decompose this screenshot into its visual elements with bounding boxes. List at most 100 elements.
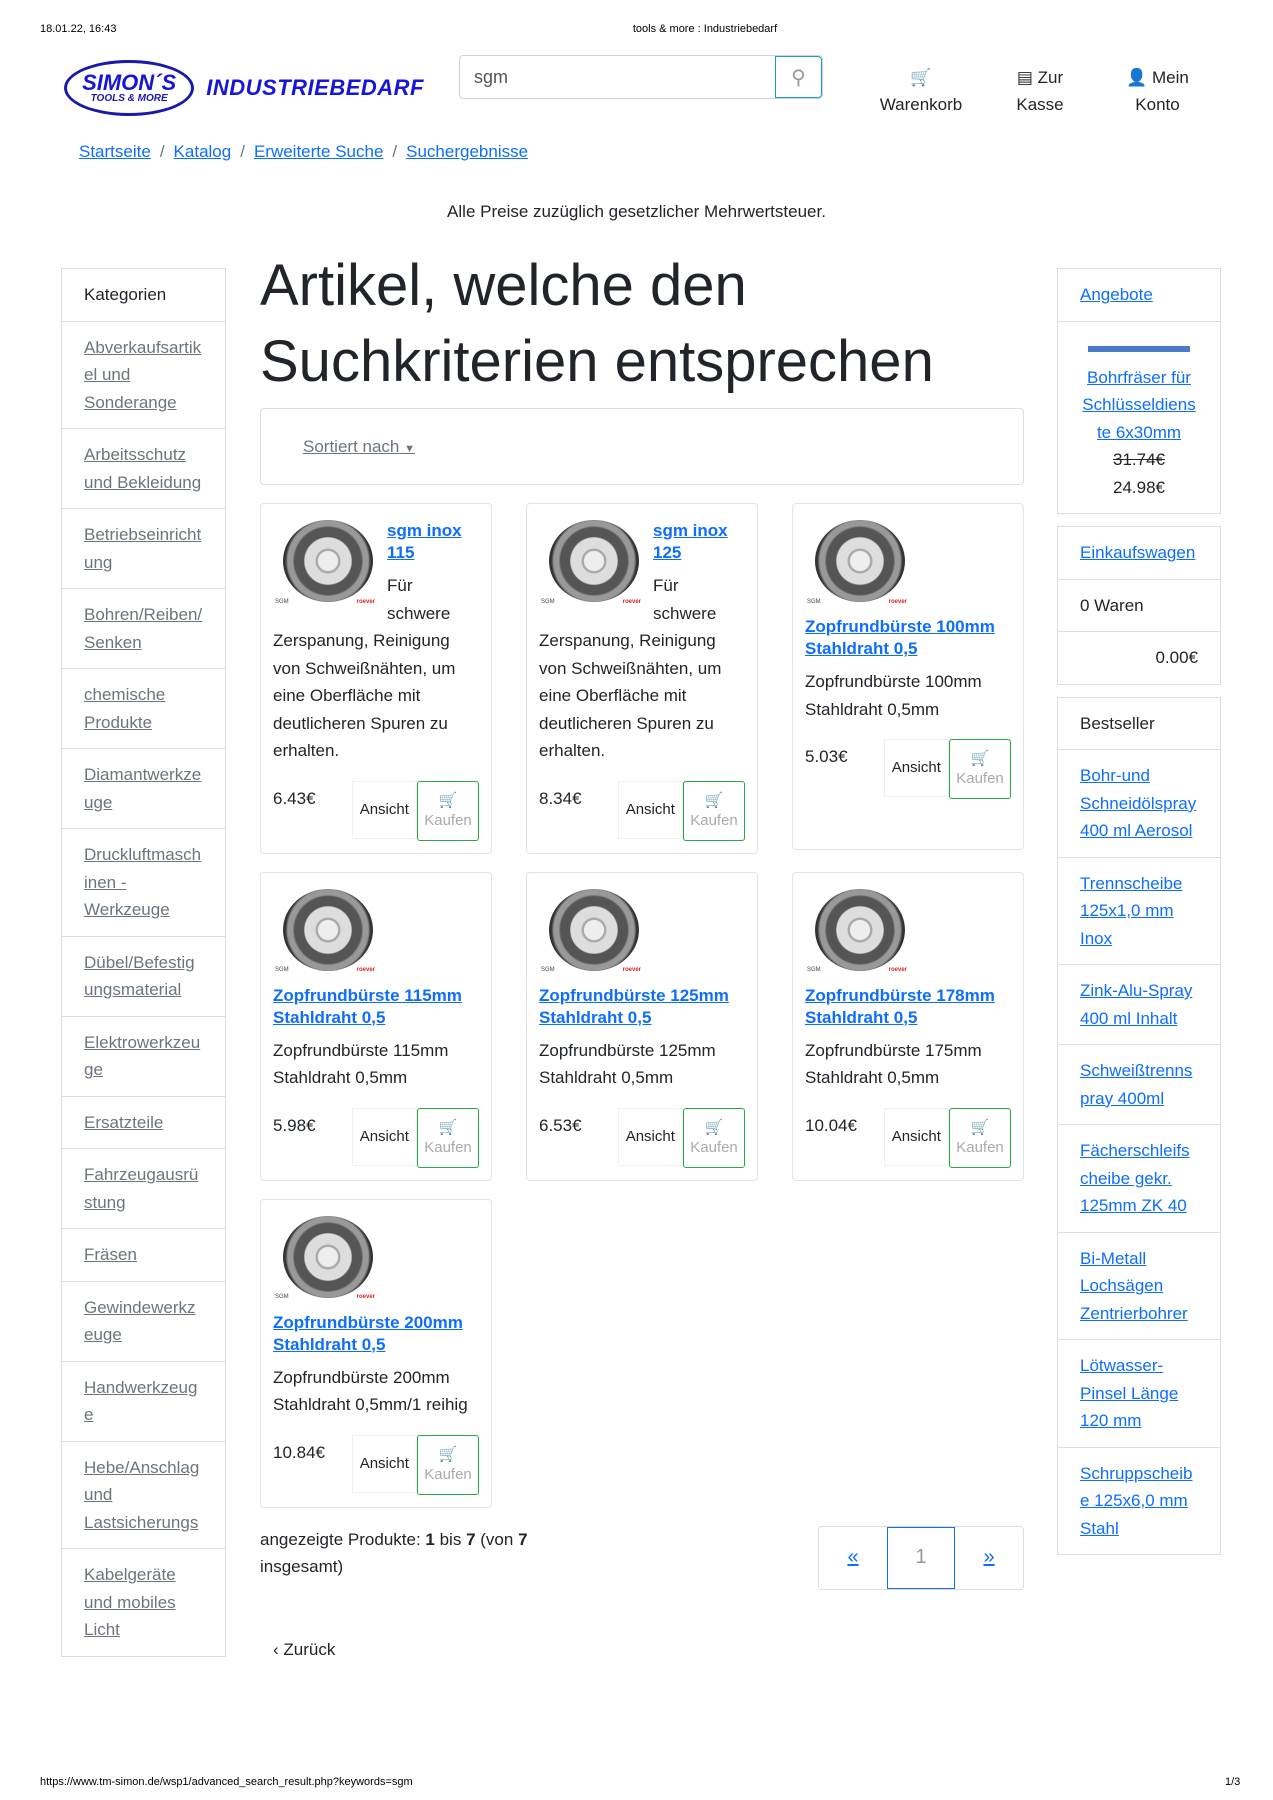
category-link[interactable]: Fahrzeugausrüstung — [84, 1165, 199, 1212]
offers-link[interactable]: Angebote — [1080, 285, 1153, 304]
breadcrumb-results[interactable]: Suchergebnisse — [406, 142, 529, 161]
categories-title: Kategorien — [84, 285, 167, 304]
view-button[interactable]: Ansicht — [351, 780, 418, 839]
category-link[interactable]: Kabelgeräte und mobiles Licht — [84, 1565, 176, 1639]
bestseller-link[interactable]: Trennscheibe 125x1,0 mm Inox — [1080, 873, 1183, 948]
category-item[interactable]: Gewindewerkzeuge — [62, 1280, 225, 1361]
category-link[interactable]: Dübel/Befestigungsmaterial — [84, 952, 195, 1000]
category-link[interactable]: Gewindewerkzeuge — [84, 1297, 196, 1345]
category-item[interactable]: Diamantwerkzeuge — [62, 748, 225, 828]
bestseller-link[interactable]: Schruppscheibe 125x6,0 mm Stahl — [1080, 1463, 1193, 1538]
product-image[interactable]: SGM roever — [273, 1212, 379, 1312]
buy-button[interactable]: 🛒 Kaufen — [949, 739, 1011, 799]
breadcrumb-advanced-search[interactable]: Erweiterte Suche — [253, 142, 384, 161]
category-item[interactable]: Druckluftmaschinen - Werkzeuge — [62, 828, 225, 936]
nav-checkout[interactable]: ▤ Zur Kasse — [1016, 68, 1064, 114]
category-item[interactable]: Elektrowerkzeuge — [62, 1015, 225, 1096]
bestseller-item[interactable]: Schruppscheibe 125x6,0 mm Stahl — [1058, 1446, 1220, 1555]
pagination-prev[interactable]: « — [847, 1546, 859, 1568]
view-button[interactable]: Ansicht — [351, 1107, 418, 1166]
product-title[interactable]: sgm inox 125 — [653, 521, 728, 562]
category-item[interactable]: Kabelgeräte und mobiles Licht — [62, 1548, 225, 1656]
category-item[interactable]: Ersatzteile — [62, 1095, 225, 1149]
nav-account[interactable]: 👤 Mein Konto — [1126, 68, 1189, 114]
bestseller-link[interactable]: Bi-Metall Lochsägen Zentrierbohrer — [1080, 1248, 1188, 1323]
bestseller-link[interactable]: Lötwasser-Pinsel Länge 120 mm — [1080, 1356, 1179, 1430]
nav-cart[interactable]: 🛒 Warenkorb — [866, 64, 976, 118]
product-image[interactable]: SGM roever — [805, 885, 911, 985]
search-button[interactable]: ⚲ — [775, 56, 822, 98]
offer-image[interactable] — [1088, 333, 1190, 364]
view-button[interactable]: Ansicht — [617, 780, 684, 839]
search-bar: ⚲ — [459, 55, 823, 99]
category-link[interactable]: Betriebseinrichtung — [84, 525, 202, 572]
bestseller-link[interactable]: Schweißtrennspray 400ml — [1080, 1061, 1193, 1108]
bestseller-item[interactable]: Trennscheibe 125x1,0 mm Inox — [1058, 856, 1220, 965]
category-item[interactable]: Fahrzeugausrüstung — [62, 1148, 225, 1228]
category-link[interactable]: chemische Produkte — [84, 685, 166, 732]
product-image[interactable]: SGM roever — [539, 885, 645, 985]
view-button[interactable]: Ansicht — [883, 739, 950, 797]
buy-button[interactable]: 🛒 Kaufen — [683, 780, 745, 841]
back-link[interactable]: ‹ Zurück — [273, 1639, 336, 1659]
product-image[interactable]: SGM roever — [805, 516, 911, 616]
category-link[interactable]: Fräsen — [84, 1245, 137, 1264]
credit-card-icon: ▤ — [1016, 68, 1033, 87]
view-button[interactable]: Ansicht — [883, 1107, 950, 1166]
bestseller-item[interactable]: Schweißtrennspray 400ml — [1058, 1044, 1220, 1124]
bestseller-link[interactable]: Bohr-und Schneidölspray 400 ml Aerosol — [1080, 766, 1197, 840]
category-item[interactable]: Fräsen — [62, 1228, 225, 1281]
buy-button[interactable]: 🛒 Kaufen — [417, 1434, 479, 1495]
cart-link[interactable]: Einkaufswagen — [1080, 543, 1196, 562]
category-link[interactable]: Abverkaufsartikel und Sonderange — [84, 337, 202, 412]
product-image[interactable]: SGM roever — [273, 885, 379, 985]
category-item[interactable]: Arbeitsschutz und Bekleidung — [62, 428, 225, 508]
product-image[interactable]: SGM roever — [273, 516, 379, 616]
category-item[interactable]: Abverkaufsartikel und Sonderange — [62, 320, 225, 429]
category-item[interactable]: Bohren/Reiben/Senken — [62, 588, 225, 668]
bestseller-item[interactable]: Bohr-und Schneidölspray 400 ml Aerosol — [1058, 749, 1220, 857]
product-title[interactable]: Zopfrundbürste 100mm Stahldraht 0,5 — [805, 617, 995, 658]
category-link[interactable]: Druckluftmaschinen - Werkzeuge — [84, 845, 202, 919]
bestseller-link[interactable]: Fächerschleifscheibe gekr. 125mm ZK 40 — [1080, 1141, 1190, 1215]
bestseller-item[interactable]: Fächerschleifscheibe gekr. 125mm ZK 40 — [1058, 1124, 1220, 1232]
search-input[interactable] — [460, 56, 775, 98]
logo[interactable]: SIMON´S TOOLS & MORE INDUSTRIEBEDARF — [64, 58, 424, 118]
product-title[interactable]: Zopfrundbürste 178mm Stahldraht 0,5 — [805, 985, 995, 1027]
bestseller-item[interactable]: Bi-Metall Lochsägen Zentrierbohrer — [1058, 1231, 1220, 1340]
category-item[interactable]: chemische Produkte — [62, 668, 225, 748]
offer-name[interactable]: Bohrfräser für Schlüsseldienste 6x30mm — [1082, 367, 1196, 442]
bestseller-link[interactable]: Zink-Alu-Spray 400 ml Inhalt — [1080, 981, 1193, 1028]
bestseller-item[interactable]: Lötwasser-Pinsel Länge 120 mm — [1058, 1339, 1220, 1447]
product-title[interactable]: sgm inox 115 — [387, 521, 462, 562]
category-item[interactable]: Handwerkzeuge — [62, 1360, 225, 1441]
category-link[interactable]: Arbeitsschutz und Bekleidung — [84, 445, 202, 492]
buy-button[interactable]: 🛒 Kaufen — [417, 1107, 479, 1168]
category-item[interactable]: Dübel/Befestigungsmaterial — [62, 935, 225, 1016]
bestseller-item[interactable]: Zink-Alu-Spray 400 ml Inhalt — [1058, 964, 1220, 1044]
breadcrumb-catalog[interactable]: Katalog — [173, 142, 232, 161]
view-button[interactable]: Ansicht — [351, 1434, 418, 1493]
main-content: Artikel, welche den Suchkriterien entspr… — [260, 248, 1024, 1660]
view-button[interactable]: Ansicht — [617, 1107, 684, 1166]
sort-dropdown[interactable]: Sortiert nach ▼ — [303, 437, 416, 456]
breadcrumb-home[interactable]: Startseite — [79, 142, 151, 161]
product-title[interactable]: Zopfrundbürste 125mm Stahldraht 0,5 — [539, 985, 729, 1027]
product-image[interactable]: SGM roever — [539, 516, 645, 616]
product-title[interactable]: Zopfrundbürste 115mm Stahldraht 0,5 — [273, 985, 462, 1027]
category-item[interactable]: Hebe/Anschlag und Lastsicherungs — [62, 1440, 225, 1549]
category-link[interactable]: Bohren/Reiben/Senken — [84, 605, 203, 652]
category-link[interactable]: Diamantwerkzeuge — [84, 765, 202, 812]
category-link[interactable]: Hebe/Anschlag und Lastsicherungs — [84, 1457, 200, 1532]
buy-button[interactable]: 🛒 Kaufen — [949, 1107, 1011, 1168]
buy-button[interactable]: 🛒 Kaufen — [683, 1107, 745, 1168]
pagination-next[interactable]: » — [983, 1546, 995, 1568]
pagination-current[interactable]: 1 — [887, 1526, 955, 1589]
category-item[interactable]: Betriebseinrichtung — [62, 508, 225, 588]
buy-button[interactable]: 🛒 Kaufen — [417, 780, 479, 841]
print-page: 1/3 — [1225, 1776, 1241, 1788]
category-link[interactable]: Elektrowerkzeuge — [84, 1032, 201, 1080]
category-link[interactable]: Ersatzteile — [84, 1112, 164, 1132]
product-title[interactable]: Zopfrundbürste 200mm Stahldraht 0,5 — [273, 1312, 463, 1354]
category-link[interactable]: Handwerkzeuge — [84, 1377, 198, 1425]
